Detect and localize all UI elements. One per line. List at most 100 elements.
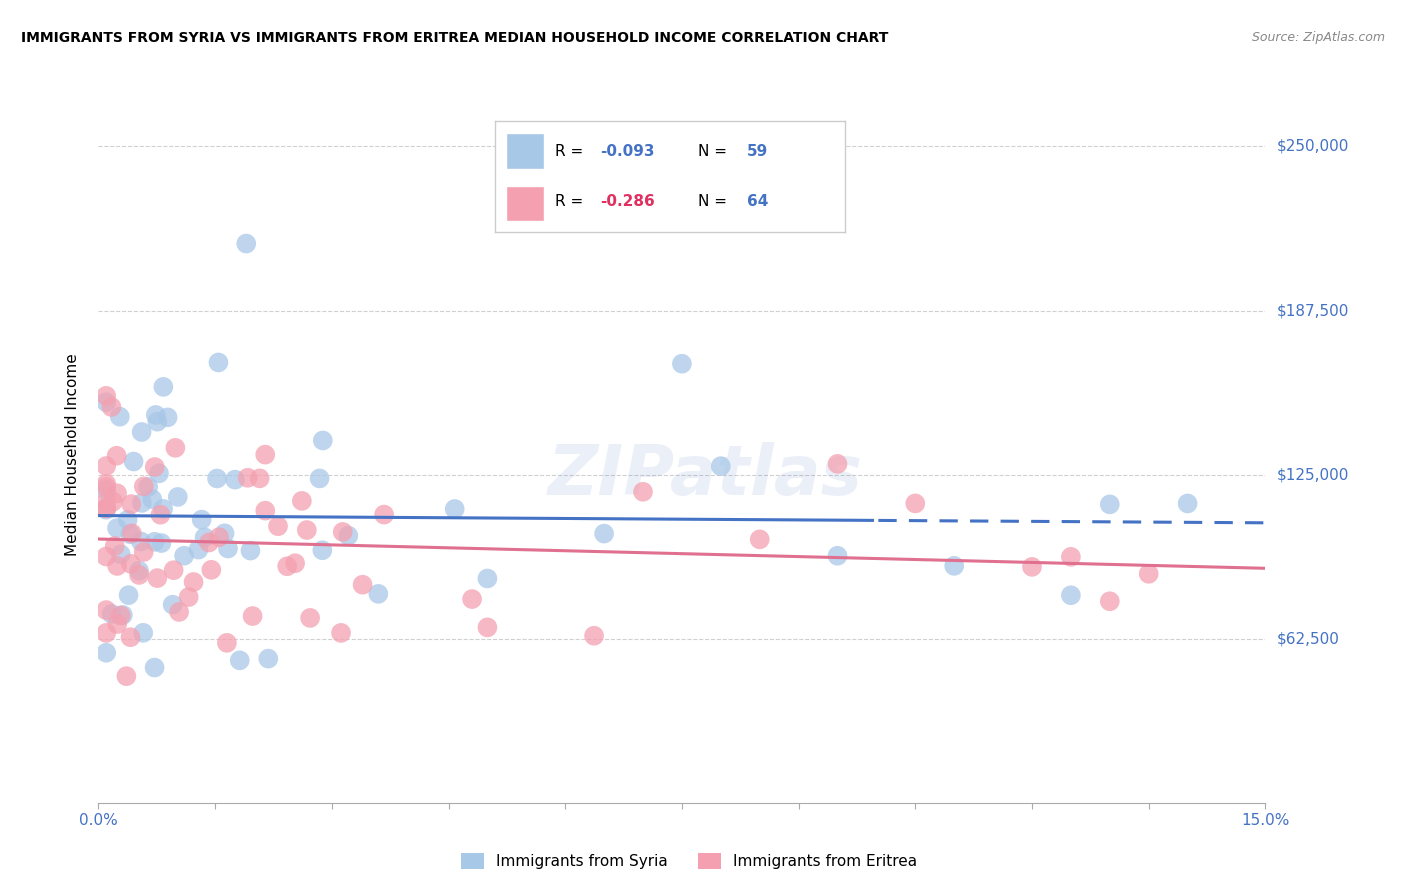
Point	[215, 636, 238, 650]
Point	[249, 471, 271, 485]
Point	[332, 524, 354, 539]
Point	[373, 508, 395, 522]
Point	[131, 425, 153, 439]
Point	[443, 502, 465, 516]
Point	[330, 626, 353, 640]
Point	[254, 504, 277, 518]
Point	[122, 454, 145, 468]
Point	[167, 605, 190, 619]
Point	[177, 590, 200, 604]
Point	[105, 521, 128, 535]
Point	[183, 574, 205, 589]
Text: $250,000: $250,000	[1277, 139, 1348, 154]
Point	[477, 572, 499, 586]
Point	[96, 476, 118, 491]
Point	[96, 395, 118, 409]
Point	[143, 534, 166, 549]
Point	[145, 408, 167, 422]
Point	[827, 457, 849, 471]
Point	[308, 471, 330, 485]
Point	[104, 539, 127, 553]
Point	[827, 549, 849, 563]
Point	[96, 458, 118, 473]
Point	[337, 528, 360, 542]
Point	[224, 473, 246, 487]
Point	[710, 459, 733, 474]
Point	[631, 484, 654, 499]
Point	[128, 564, 150, 578]
Point	[1060, 588, 1083, 602]
Point	[1137, 566, 1160, 581]
Point	[120, 557, 142, 571]
Point	[1021, 560, 1043, 574]
Point	[136, 480, 159, 494]
Point	[156, 410, 179, 425]
Point	[198, 535, 221, 549]
Point	[100, 607, 122, 621]
Point	[904, 496, 927, 510]
Point	[96, 501, 118, 516]
Point	[132, 625, 155, 640]
Point	[583, 629, 606, 643]
Text: ZIPatlas: ZIPatlas	[548, 442, 863, 509]
Point	[367, 587, 389, 601]
Point	[96, 480, 118, 494]
Point	[101, 494, 124, 508]
Point	[108, 409, 131, 424]
Text: $125,000: $125,000	[1277, 467, 1348, 482]
Point	[120, 527, 142, 541]
Point	[311, 543, 333, 558]
Legend: Immigrants from Syria, Immigrants from Eritrea: Immigrants from Syria, Immigrants from E…	[454, 847, 924, 875]
Point	[110, 608, 132, 623]
Point	[128, 568, 150, 582]
Text: $62,500: $62,500	[1277, 632, 1340, 646]
Point	[146, 571, 169, 585]
Point	[1177, 496, 1199, 510]
Point	[117, 513, 139, 527]
Point	[143, 660, 166, 674]
Point	[96, 502, 118, 516]
Point	[163, 563, 186, 577]
Point	[148, 467, 170, 481]
Text: $187,500: $187,500	[1277, 303, 1348, 318]
Point	[96, 549, 118, 564]
Point	[111, 607, 134, 622]
Point	[205, 471, 228, 485]
Point	[96, 483, 118, 498]
Point	[96, 389, 118, 403]
Point	[152, 380, 174, 394]
Point	[115, 669, 138, 683]
Point	[214, 526, 236, 541]
Point	[120, 497, 142, 511]
Point	[173, 549, 195, 563]
Point	[121, 526, 143, 541]
Point	[165, 441, 187, 455]
Point	[291, 494, 314, 508]
Point	[129, 534, 152, 549]
Point	[96, 646, 118, 660]
Point	[748, 533, 770, 547]
Point	[1098, 497, 1121, 511]
Point	[141, 492, 163, 507]
Point	[254, 448, 277, 462]
Point	[146, 415, 169, 429]
Point	[236, 471, 259, 485]
Point	[276, 559, 298, 574]
Text: IMMIGRANTS FROM SYRIA VS IMMIGRANTS FROM ERITREA MEDIAN HOUSEHOLD INCOME CORRELA: IMMIGRANTS FROM SYRIA VS IMMIGRANTS FROM…	[21, 31, 889, 45]
Point	[96, 501, 118, 516]
Point	[217, 541, 239, 556]
Point	[943, 558, 966, 573]
Text: Source: ZipAtlas.com: Source: ZipAtlas.com	[1251, 31, 1385, 45]
Point	[229, 653, 252, 667]
Point	[193, 530, 215, 544]
Point	[208, 530, 231, 544]
Point	[299, 611, 322, 625]
Point	[132, 545, 155, 559]
Point	[200, 563, 222, 577]
Point	[207, 355, 229, 369]
Point	[1098, 594, 1121, 608]
Point	[149, 508, 172, 522]
Point	[295, 523, 318, 537]
Point	[593, 526, 616, 541]
Point	[239, 543, 262, 558]
